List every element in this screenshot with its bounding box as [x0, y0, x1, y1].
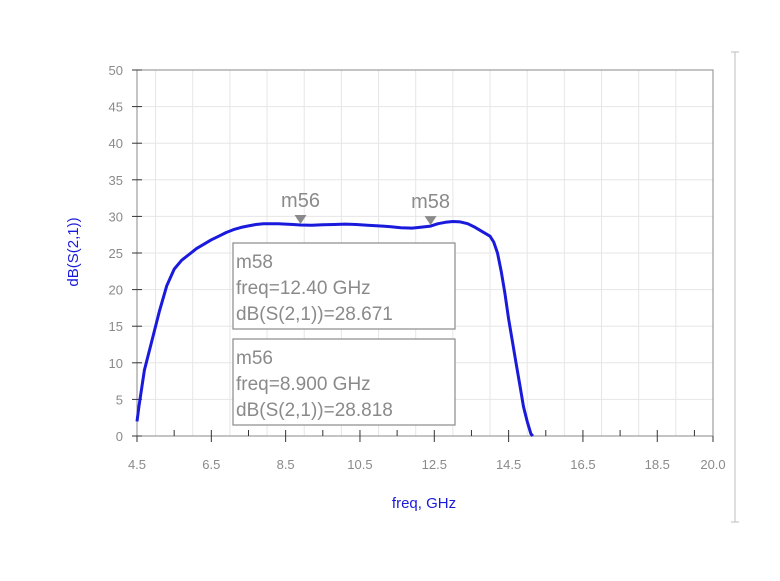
x-tick-label: 10.5: [347, 457, 372, 472]
x-axis-title: freq, GHz: [392, 495, 456, 512]
x-tick-label: 16.5: [570, 457, 595, 472]
markers: m56 m58: [281, 190, 450, 226]
readout-line: freq=12.40 GHz: [236, 278, 371, 299]
x-tick-label: 20.0: [700, 457, 725, 472]
marker-triangle-m58[interactable]: [424, 216, 437, 226]
y-tick-label: 45: [109, 100, 123, 115]
y-tick-label: 15: [109, 319, 123, 334]
y-tick-label: 20: [109, 283, 123, 298]
x-tick-label: 18.5: [645, 457, 670, 472]
readout-line: dB(S(2,1))=28.818: [236, 400, 393, 421]
readout-line: m56: [236, 348, 273, 369]
y-tick-label: 10: [109, 356, 123, 371]
y-tick-label: 5: [116, 392, 123, 407]
x-tick-label: 4.5: [128, 457, 146, 472]
marker-readout-m58[interactable]: m58 freq=12.40 GHz dB(S(2,1))=28.671: [232, 242, 456, 330]
x-tick-label: 6.5: [202, 457, 220, 472]
readout-line: m58: [236, 252, 273, 273]
marker-triangle-m56[interactable]: [294, 215, 307, 225]
y-tick-label: 25: [109, 246, 123, 261]
marker-label-m58: m58: [411, 191, 450, 213]
y-tick-labels: 0 5 10 15 20 25 30 35 40 45 50: [109, 63, 123, 444]
axis-ticks: [132, 69, 714, 442]
x-tick-label: 14.5: [496, 457, 521, 472]
x-tick-label: 12.5: [422, 457, 447, 472]
y-tick-label: 40: [109, 136, 123, 151]
series-line: [135, 220, 534, 437]
y-tick-label: 35: [109, 173, 123, 188]
readout-box: [232, 338, 456, 426]
marker-label-m56: m56: [281, 190, 320, 212]
readout-line: dB(S(2,1))=28.671: [236, 304, 393, 325]
readout-box: [232, 242, 456, 330]
series: [135, 220, 534, 437]
y-tick-label: 30: [109, 209, 123, 224]
x-tick-label: 8.5: [277, 457, 295, 472]
x-tick-labels: 4.5 6.5 8.5 10.5 12.5 14.5 16.5 18.5 20.0: [128, 457, 726, 472]
readout-line: freq=8.900 GHz: [236, 374, 371, 395]
y-tick-label: 50: [109, 63, 123, 78]
marker-readout-m56[interactable]: m56 freq=8.900 GHz dB(S(2,1))=28.818: [232, 338, 456, 426]
y-axis-title: dB(S(2,1)): [65, 217, 82, 286]
y-tick-label: 0: [116, 429, 123, 444]
